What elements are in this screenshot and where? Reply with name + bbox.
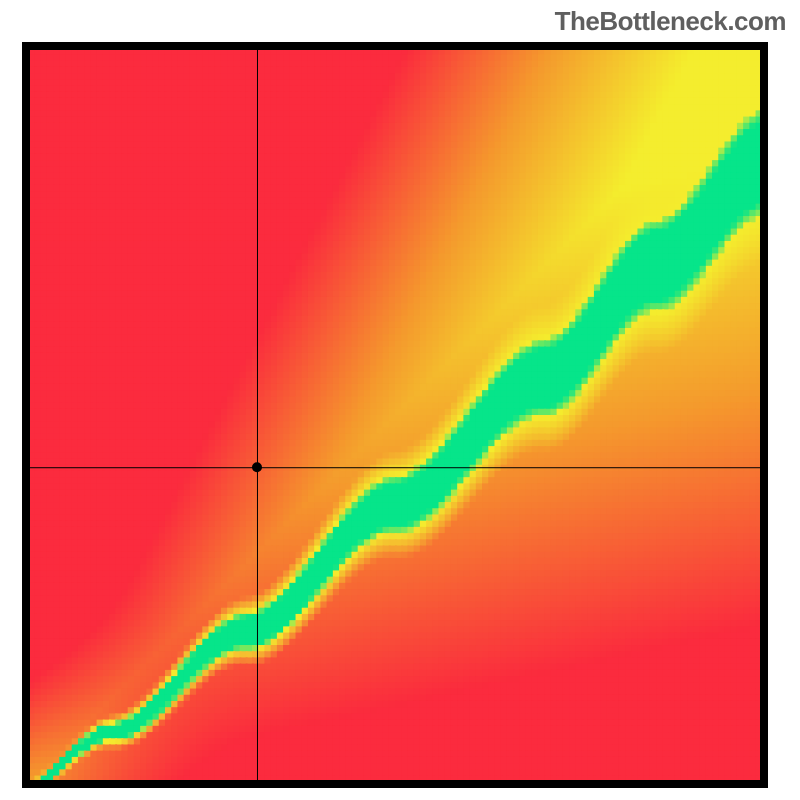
watermark-text: TheBottleneck.com <box>555 6 786 37</box>
bottleneck-heatmap <box>22 42 768 788</box>
heatmap-canvas <box>22 42 768 788</box>
